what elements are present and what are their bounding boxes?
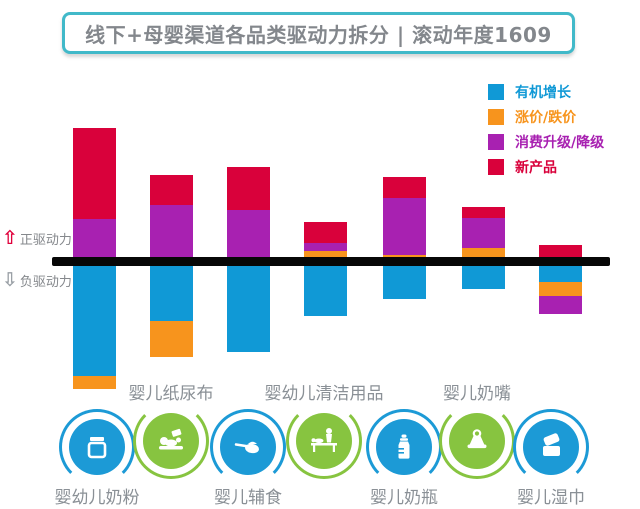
legend-swatch-new-products-icon bbox=[488, 158, 504, 175]
title-box: 线下+母婴渠道各品类驱动力拆分 | 滚动年度1609 bbox=[62, 12, 575, 54]
legend-item-organic: 有机增长 bbox=[488, 79, 604, 104]
baby-changing-icon bbox=[296, 413, 352, 469]
legend-label-price: 涨价/跌价 bbox=[515, 109, 577, 126]
bar-segment bbox=[539, 266, 582, 282]
bar-segment bbox=[227, 210, 270, 258]
category-label: 婴儿奶瓶 bbox=[370, 488, 438, 508]
negative-axis-text: 负驱动力 bbox=[19, 275, 72, 290]
bar-segment bbox=[150, 266, 193, 321]
legend-item-price: 涨价/跌价 bbox=[488, 104, 604, 129]
category-label: 婴儿纸尿布 bbox=[128, 384, 214, 404]
bar-segment bbox=[73, 376, 116, 389]
category-label: 婴儿奶嘴 bbox=[443, 384, 511, 404]
bar-segment bbox=[462, 248, 505, 258]
bar-segment bbox=[539, 282, 582, 296]
category-label: 婴幼儿奶粉 bbox=[54, 488, 140, 508]
negative-axis-label: ⇩ 负驱动力 bbox=[2, 269, 72, 291]
legend-swatch-premiumization-icon bbox=[488, 133, 504, 150]
bar-segment bbox=[462, 207, 505, 218]
bar-segment bbox=[73, 219, 116, 258]
legend-label-premiumization: 消费升级/降级 bbox=[515, 134, 605, 151]
legend-swatch-organic-icon bbox=[488, 83, 504, 100]
bar-segment bbox=[227, 167, 270, 210]
diaper-baby-icon bbox=[143, 413, 199, 469]
bar-segment bbox=[304, 251, 347, 258]
zero-axis-line bbox=[52, 257, 610, 266]
page-title: 线下+母婴渠道各品类驱动力拆分 | 滚动年度1609 bbox=[85, 22, 552, 47]
up-arrow-icon: ⇧ bbox=[2, 227, 18, 249]
bar-segment bbox=[383, 266, 426, 299]
category-label: 婴儿湿巾 bbox=[517, 488, 585, 508]
feeding-spoon-icon bbox=[220, 419, 276, 475]
bar-segment bbox=[304, 266, 347, 316]
bar-segment bbox=[73, 128, 116, 219]
legend-label-organic: 有机增长 bbox=[515, 84, 571, 101]
legend-swatch-price-icon bbox=[488, 108, 504, 125]
bar-segment bbox=[304, 222, 347, 243]
legend: 有机增长 涨价/跌价 消费升级/降级 新产品 bbox=[488, 79, 604, 179]
bar-segment bbox=[73, 266, 116, 376]
milk-powder-jar-icon bbox=[69, 419, 125, 475]
bar-segment bbox=[150, 175, 193, 205]
bar-segment bbox=[383, 177, 426, 198]
down-arrow-icon: ⇩ bbox=[2, 269, 18, 291]
bar-segment bbox=[150, 205, 193, 258]
ring-arc bbox=[133, 403, 209, 479]
bar-segment bbox=[227, 266, 270, 352]
category-label: 婴幼儿清洁用品 bbox=[264, 384, 384, 404]
ring-arc bbox=[286, 403, 362, 479]
ring-arc bbox=[210, 409, 286, 485]
bar-segment bbox=[383, 198, 426, 255]
bar-segment bbox=[383, 255, 426, 258]
bar-segment bbox=[462, 266, 505, 289]
bar-segment bbox=[539, 245, 582, 258]
bar-segment bbox=[539, 296, 582, 314]
bar-segment bbox=[150, 321, 193, 357]
legend-item-new-products: 新产品 bbox=[488, 154, 604, 179]
positive-axis-label: ⇧ 正驱动力 bbox=[2, 227, 72, 249]
wet-wipes-icon bbox=[523, 419, 579, 475]
pacifier-icon bbox=[449, 413, 505, 469]
legend-item-premiumization: 消费升级/降级 bbox=[488, 129, 604, 154]
category-label: 婴儿辅食 bbox=[214, 488, 282, 508]
legend-label-new-products: 新产品 bbox=[515, 159, 557, 176]
bar-segment bbox=[462, 218, 505, 248]
baby-bottle-icon bbox=[376, 419, 432, 475]
ring-arc bbox=[513, 409, 589, 485]
bar-segment bbox=[304, 243, 347, 251]
positive-axis-text: 正驱动力 bbox=[19, 233, 72, 248]
